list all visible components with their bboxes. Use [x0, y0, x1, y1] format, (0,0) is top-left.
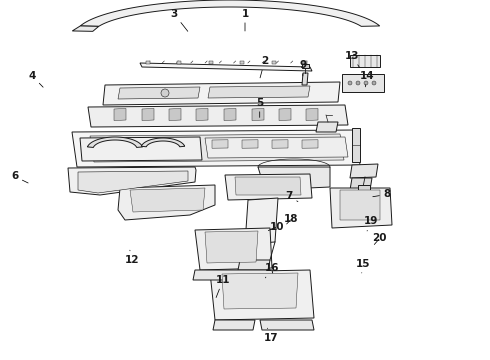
Polygon shape	[90, 134, 344, 162]
Text: 3: 3	[171, 9, 188, 31]
Text: 14: 14	[360, 71, 375, 87]
Polygon shape	[141, 138, 185, 147]
Polygon shape	[195, 228, 272, 270]
Polygon shape	[258, 167, 330, 190]
Polygon shape	[118, 87, 200, 99]
Polygon shape	[316, 122, 338, 132]
Polygon shape	[146, 61, 150, 64]
Text: 2: 2	[260, 56, 268, 78]
Polygon shape	[212, 140, 228, 148]
Polygon shape	[260, 320, 314, 330]
Text: 11: 11	[216, 275, 230, 297]
Polygon shape	[208, 86, 310, 98]
Text: 18: 18	[284, 214, 299, 224]
Text: 13: 13	[344, 51, 359, 67]
Polygon shape	[177, 61, 181, 64]
Polygon shape	[80, 137, 202, 161]
Polygon shape	[352, 128, 360, 162]
Polygon shape	[213, 320, 255, 330]
Text: 9: 9	[299, 60, 306, 76]
Polygon shape	[73, 26, 99, 31]
Polygon shape	[118, 185, 215, 220]
Polygon shape	[279, 108, 291, 121]
Polygon shape	[68, 167, 196, 195]
Text: 16: 16	[265, 263, 279, 278]
Text: 7: 7	[285, 191, 298, 202]
Polygon shape	[330, 188, 392, 228]
Text: 17: 17	[264, 328, 278, 343]
Text: 1: 1	[242, 9, 248, 31]
Text: 12: 12	[125, 250, 140, 265]
Polygon shape	[302, 73, 308, 85]
Polygon shape	[114, 108, 126, 121]
Bar	[350, 55, 380, 67]
Polygon shape	[142, 108, 154, 121]
Text: 10: 10	[269, 222, 284, 232]
Polygon shape	[88, 105, 348, 127]
Polygon shape	[130, 188, 205, 212]
Polygon shape	[350, 178, 372, 190]
Polygon shape	[242, 140, 258, 148]
Polygon shape	[78, 171, 188, 193]
Polygon shape	[72, 130, 360, 167]
Circle shape	[348, 81, 352, 85]
Polygon shape	[235, 177, 301, 195]
Circle shape	[372, 81, 376, 85]
Polygon shape	[222, 273, 298, 309]
Circle shape	[356, 81, 360, 85]
Polygon shape	[303, 61, 307, 64]
Polygon shape	[240, 61, 244, 64]
Text: 4: 4	[28, 71, 43, 87]
Polygon shape	[193, 270, 274, 280]
Polygon shape	[205, 137, 348, 158]
Text: 19: 19	[364, 216, 379, 231]
Text: 5: 5	[256, 98, 263, 117]
Polygon shape	[169, 108, 181, 121]
Polygon shape	[224, 108, 236, 121]
Text: 20: 20	[372, 233, 387, 244]
Polygon shape	[87, 137, 143, 148]
Polygon shape	[140, 63, 312, 71]
Polygon shape	[238, 260, 270, 270]
Polygon shape	[196, 108, 208, 121]
Polygon shape	[272, 140, 288, 148]
Bar	[358, 185, 370, 191]
Polygon shape	[350, 164, 378, 178]
Polygon shape	[80, 0, 380, 26]
Polygon shape	[340, 190, 380, 220]
Polygon shape	[306, 108, 318, 121]
Polygon shape	[302, 140, 318, 148]
Polygon shape	[225, 174, 312, 200]
Bar	[302, 64, 309, 68]
Circle shape	[364, 81, 368, 85]
Polygon shape	[245, 198, 278, 244]
Polygon shape	[209, 61, 213, 64]
Text: 6: 6	[11, 171, 28, 183]
Polygon shape	[252, 108, 264, 121]
Circle shape	[161, 89, 169, 97]
Text: 8: 8	[373, 189, 391, 199]
Bar	[342, 74, 384, 92]
Polygon shape	[205, 231, 258, 263]
Text: 15: 15	[355, 258, 370, 273]
Polygon shape	[271, 61, 275, 64]
Polygon shape	[103, 82, 340, 105]
Polygon shape	[210, 270, 314, 320]
